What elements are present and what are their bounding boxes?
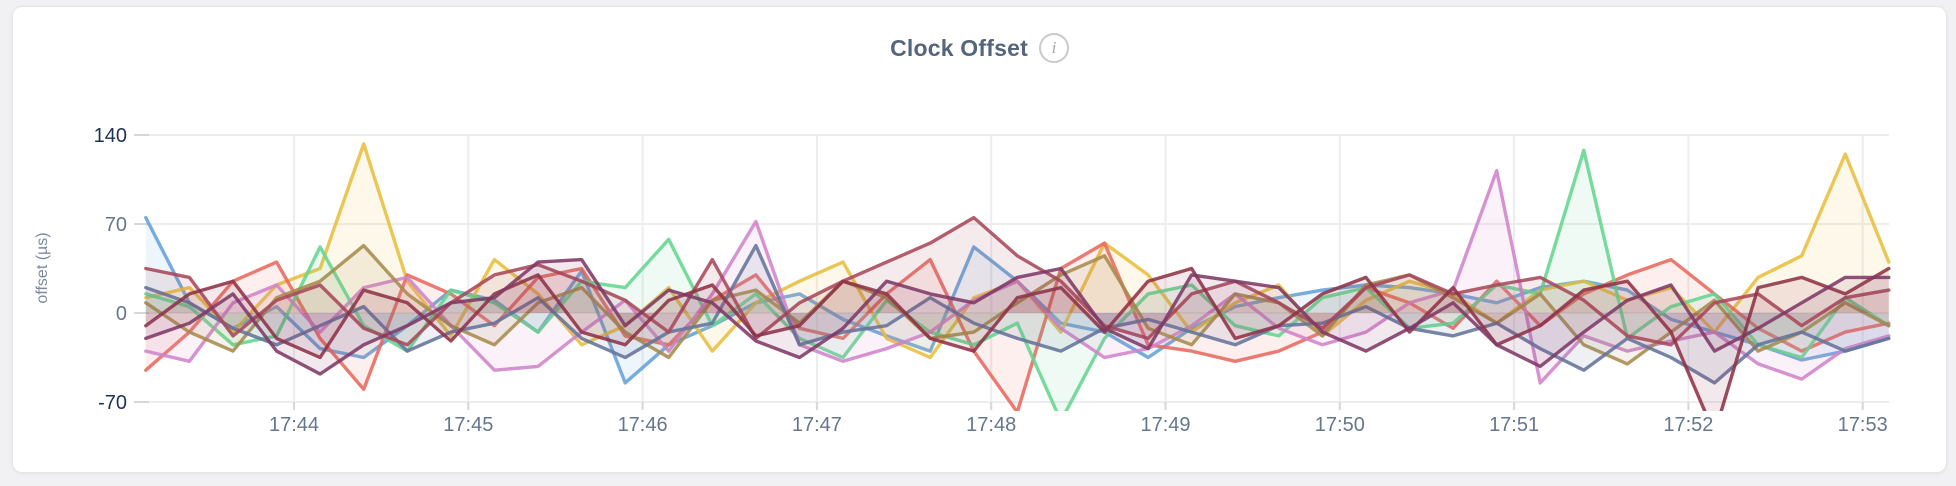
x-tick-label: 17:49 xyxy=(1140,414,1190,436)
x-tick-label: 17:44 xyxy=(269,414,319,436)
x-tick-label: 17:47 xyxy=(792,414,842,436)
x-tick-label: 17:46 xyxy=(618,414,668,436)
info-icon-glyph: i xyxy=(1051,38,1057,57)
clock-offset-card: Clock Offset i 140 70 0 -70 17:44 17:45 17:46 1… xyxy=(12,6,1947,473)
x-tick-label: 17:51 xyxy=(1489,414,1539,436)
chart-header: Clock Offset i xyxy=(13,33,1946,63)
x-tick-label: 17:53 xyxy=(1838,414,1888,436)
clock-offset-chart[interactable]: 140 70 0 -70 17:44 17:45 17:46 17:47 17:48 17:49 1… xyxy=(13,85,1945,467)
series-maroon xyxy=(144,215,1891,347)
y-tick-label: 0 xyxy=(116,303,127,325)
x-tick-label: 17:48 xyxy=(966,414,1016,436)
x-tick-label: 17:45 xyxy=(443,414,493,436)
chart-title: Clock Offset xyxy=(890,34,1028,61)
y-tick-label: -70 xyxy=(98,392,127,414)
x-tick-label: 17:52 xyxy=(1663,414,1713,436)
x-tick-label: 17:50 xyxy=(1315,414,1365,436)
y-tick-label: 140 xyxy=(94,125,127,147)
series-purple xyxy=(144,257,1891,376)
info-icon[interactable]: i xyxy=(1038,33,1069,63)
y-axis-label: offset (µs) xyxy=(34,232,51,303)
y-tick-label: 70 xyxy=(105,214,127,236)
series-slate xyxy=(144,243,1891,385)
series-group xyxy=(144,142,1891,411)
